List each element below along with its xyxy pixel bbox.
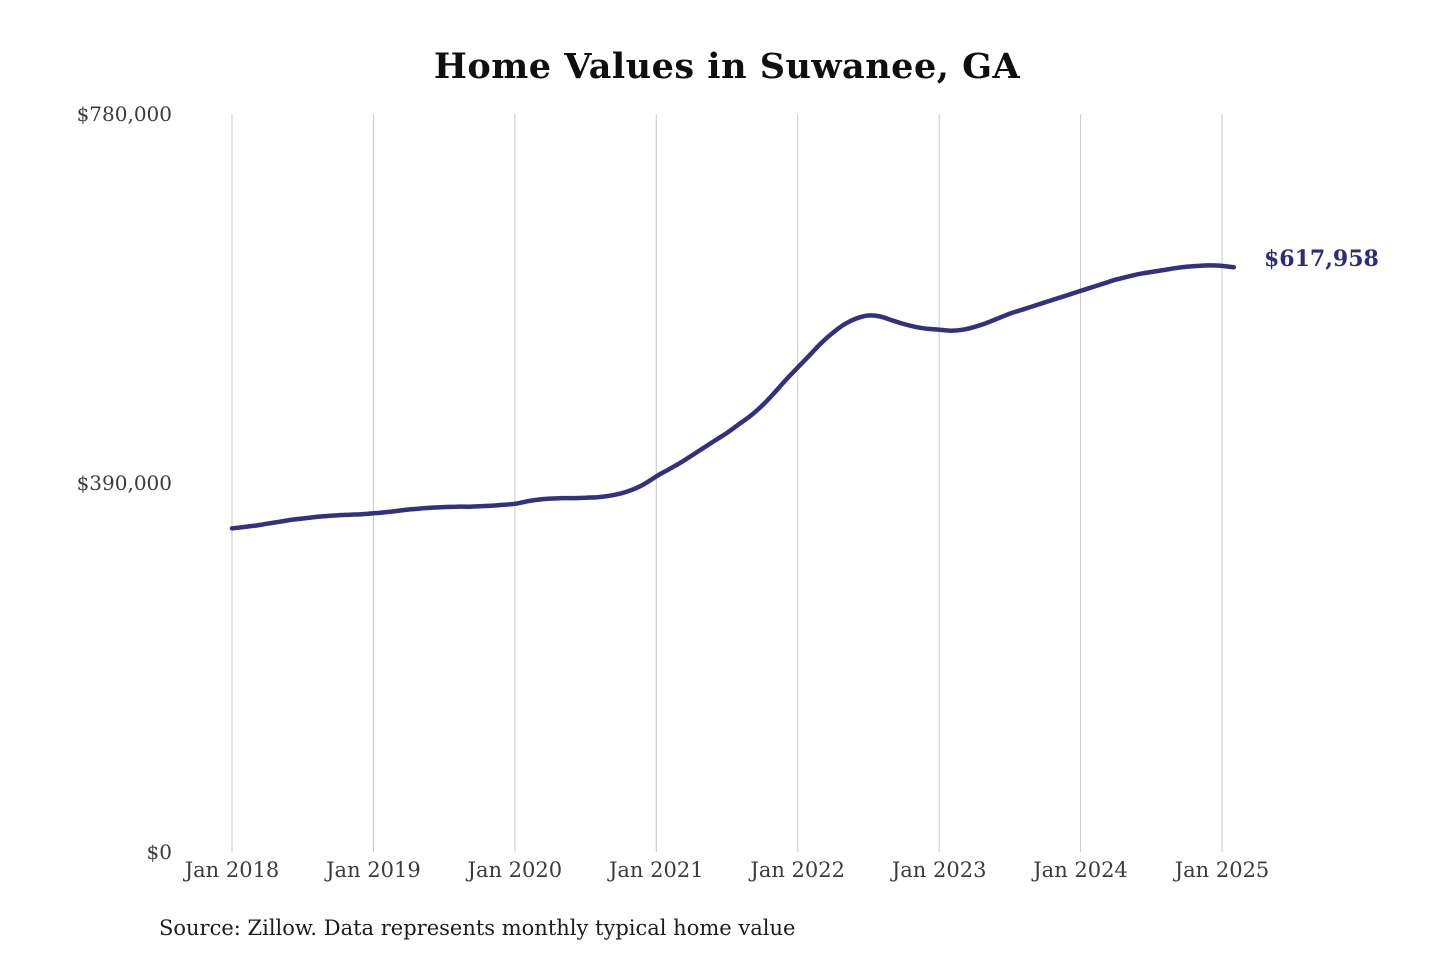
x-tick-label: Jan 2022: [750, 858, 845, 882]
chart-title: Home Values in Suwanee, GA: [433, 46, 1021, 87]
source-note: Source: Zillow. Data represents monthly …: [159, 916, 796, 940]
x-tick-label: Jan 2019: [326, 858, 421, 882]
x-tick-label: Jan 2018: [184, 858, 280, 882]
y-tick-label: $780,000: [76, 102, 172, 126]
home-value-series-line: [229, 263, 1237, 531]
x-tick-label: Jan 2023: [891, 858, 987, 882]
x-tick-label: Jan 2020: [467, 858, 563, 882]
y-tick-label: $390,000: [76, 471, 172, 495]
x-tick-label: Jan 2021: [608, 858, 704, 882]
x-tick-label: Jan 2024: [1033, 858, 1128, 882]
latest-value-annotation: $617,958: [1264, 246, 1379, 272]
x-tick-label: Jan 2025: [1174, 858, 1270, 882]
y-tick-label: $0: [146, 840, 172, 864]
